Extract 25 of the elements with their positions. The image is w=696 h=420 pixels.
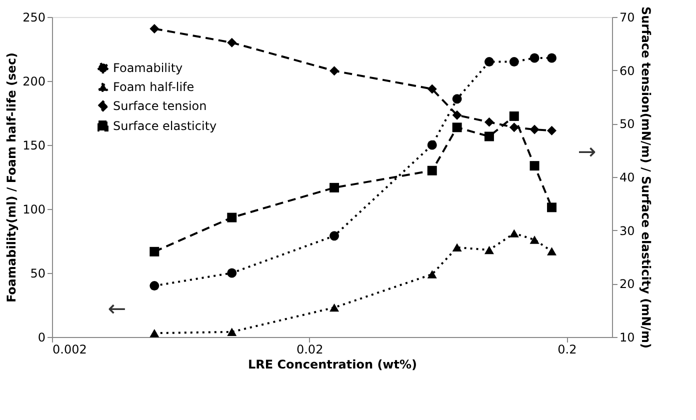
annotation: → [578,140,596,165]
y2-tick-label: 10 [620,330,635,344]
y2-tick-label: 40 [620,170,635,184]
y-tick-label: 200 [22,74,46,88]
y-axis-title: Foamability(ml) / Foam half-life (sec) [4,52,19,303]
y2-tick-label: 50 [620,117,635,132]
y-tick-label: 100 [22,202,46,216]
legend-label: Foamability [113,61,183,75]
x-tick-label: 0.002 [52,342,87,356]
y2-tick-label: 30 [620,224,635,238]
annotation: ← [108,297,126,322]
legend-label: Surface elasticity [113,119,217,133]
legend-label: Foam half-life [113,80,194,94]
x-axis-title: LRE Concentration (wt%) [248,358,418,372]
y-tick-label: 150 [22,138,46,152]
y2-axis-title: Surface tension(mN/m) / Surface elasticity (mN/m) [638,6,653,349]
y2-tick-label: 60 [620,64,635,78]
y2-tick-label: 20 [620,277,635,292]
legend-label: Surface tension [113,99,207,113]
y-tick-label: 250 [22,10,46,24]
x-tick-label: 0.02 [296,342,324,356]
y2-tick-label: 70 [620,10,635,24]
y-tick-label: 50 [30,266,46,280]
y-tick-label: 0 [38,330,46,344]
x-tick-label: 0.2 [558,342,577,356]
